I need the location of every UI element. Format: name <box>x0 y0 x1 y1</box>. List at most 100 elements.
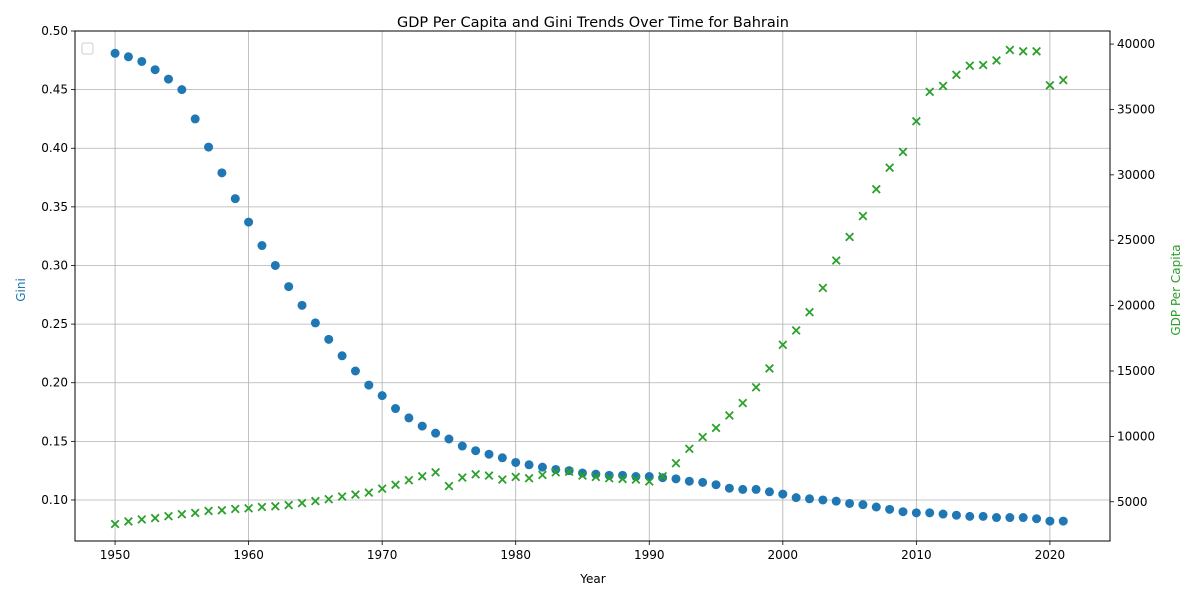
gini-point <box>297 300 307 310</box>
gdp-point <box>524 473 534 483</box>
x-tick-label: 1990 <box>634 548 665 562</box>
gini-point <box>991 513 1001 523</box>
gdp-point <box>1032 46 1041 56</box>
gdp-point <box>337 492 347 501</box>
x-tick-label: 1970 <box>367 548 398 562</box>
x-tick-label: 2020 <box>1035 548 1066 562</box>
gdp-point <box>618 474 627 484</box>
gini-point <box>925 508 935 518</box>
y-right-tick-label: 35000 <box>1117 102 1155 116</box>
y-right-tick-label: 10000 <box>1117 429 1155 443</box>
gini-point <box>805 494 815 504</box>
x-tick-label: 1950 <box>100 548 131 562</box>
gini-point <box>871 502 881 512</box>
gdp-point <box>257 502 267 512</box>
y-right-axis-ticks: 5000 10000 15000 20000 25000 30000 35000 40000 <box>1110 37 1155 509</box>
gdp-point <box>190 508 200 518</box>
gdp-point <box>885 163 895 173</box>
gdp-point <box>177 509 187 519</box>
gdp-point <box>150 513 160 523</box>
gini-point <box>177 85 187 95</box>
gdp-point <box>284 500 294 510</box>
gini-point <box>217 168 227 178</box>
gdp-point <box>698 432 708 442</box>
gdp-point <box>631 475 641 484</box>
gdp-point <box>564 467 574 477</box>
gdp-point <box>845 232 855 242</box>
gdp-point <box>818 283 828 293</box>
gdp-point <box>164 511 173 521</box>
gini-point <box>898 507 908 517</box>
gdp-point <box>925 87 935 97</box>
gdp-point <box>137 514 147 524</box>
gini-point <box>951 510 961 520</box>
gini-point <box>337 351 347 361</box>
y-left-tick-label: 0.50 <box>41 24 68 38</box>
gini-point <box>885 504 895 514</box>
gini-point <box>204 142 214 152</box>
y-right-tick-label: 40000 <box>1117 37 1155 51</box>
gdp-point <box>684 444 694 454</box>
gdp-point <box>951 70 961 80</box>
gini-point <box>471 446 481 456</box>
grid <box>75 30 1110 541</box>
gdp-point <box>324 494 334 504</box>
gdp-point <box>497 475 507 484</box>
x-axis-ticks: 1950 1960 1970 1980 1990 2000 2010 2020 <box>100 541 1065 562</box>
gini-point <box>404 413 414 423</box>
gini-point <box>391 404 401 414</box>
gini-point <box>818 495 828 505</box>
gdp-series <box>110 45 1068 529</box>
gini-point <box>364 380 374 390</box>
y-left-tick-label: 0.30 <box>41 258 68 272</box>
gini-point <box>577 468 587 478</box>
gdp-point <box>978 60 988 70</box>
gdp-point <box>778 340 788 350</box>
gini-point <box>324 334 334 344</box>
gdp-point <box>364 488 374 498</box>
gini-point <box>711 480 721 490</box>
y-left-tick-label: 0.20 <box>41 376 68 390</box>
y-left-tick-label: 0.15 <box>41 434 68 448</box>
gdp-point <box>871 184 881 194</box>
gdp-point <box>578 471 587 481</box>
y-left-tick-label: 0.40 <box>41 141 68 155</box>
y-left-tick-label: 0.10 <box>41 493 68 507</box>
gdp-point <box>911 116 921 126</box>
y-right-tick-label: 20000 <box>1117 299 1155 313</box>
gini-point <box>1058 516 1068 526</box>
gdp-point <box>805 307 814 317</box>
gdp-point <box>404 475 414 485</box>
gdp-point <box>417 471 427 481</box>
y-left-axis-ticks: 0.10 0.15 0.20 0.25 0.30 0.35 0.40 0.45 0.50 <box>41 24 75 507</box>
gini-point <box>350 366 360 376</box>
gdp-point <box>831 256 841 265</box>
gini-point <box>150 65 160 75</box>
gini-point <box>270 260 280 270</box>
gini-point <box>284 282 294 292</box>
gdp-point <box>431 467 441 477</box>
gdp-point <box>204 506 213 516</box>
gini-point <box>497 453 507 463</box>
gdp-point <box>484 471 494 481</box>
gdp-point <box>110 519 120 529</box>
gdp-point <box>351 490 360 500</box>
gdp-point <box>471 469 481 479</box>
y-right-tick-label: 5000 <box>1117 495 1148 509</box>
gdp-point <box>898 147 908 157</box>
y-left-axis-label: Gini <box>14 278 28 302</box>
gini-point <box>524 460 534 470</box>
gdp-point <box>858 211 868 221</box>
gini-point <box>123 52 133 62</box>
gini-point <box>457 441 467 451</box>
gdp-point <box>1018 46 1028 56</box>
gini-point <box>965 511 975 521</box>
gdp-point <box>1058 75 1068 85</box>
gdp-point <box>711 423 721 433</box>
gdp-point <box>244 503 254 513</box>
gini-point <box>230 194 240 204</box>
gdp-point <box>591 472 601 482</box>
gdp-point <box>671 458 681 468</box>
gdp-point <box>123 516 133 526</box>
gdp-point <box>270 501 280 511</box>
